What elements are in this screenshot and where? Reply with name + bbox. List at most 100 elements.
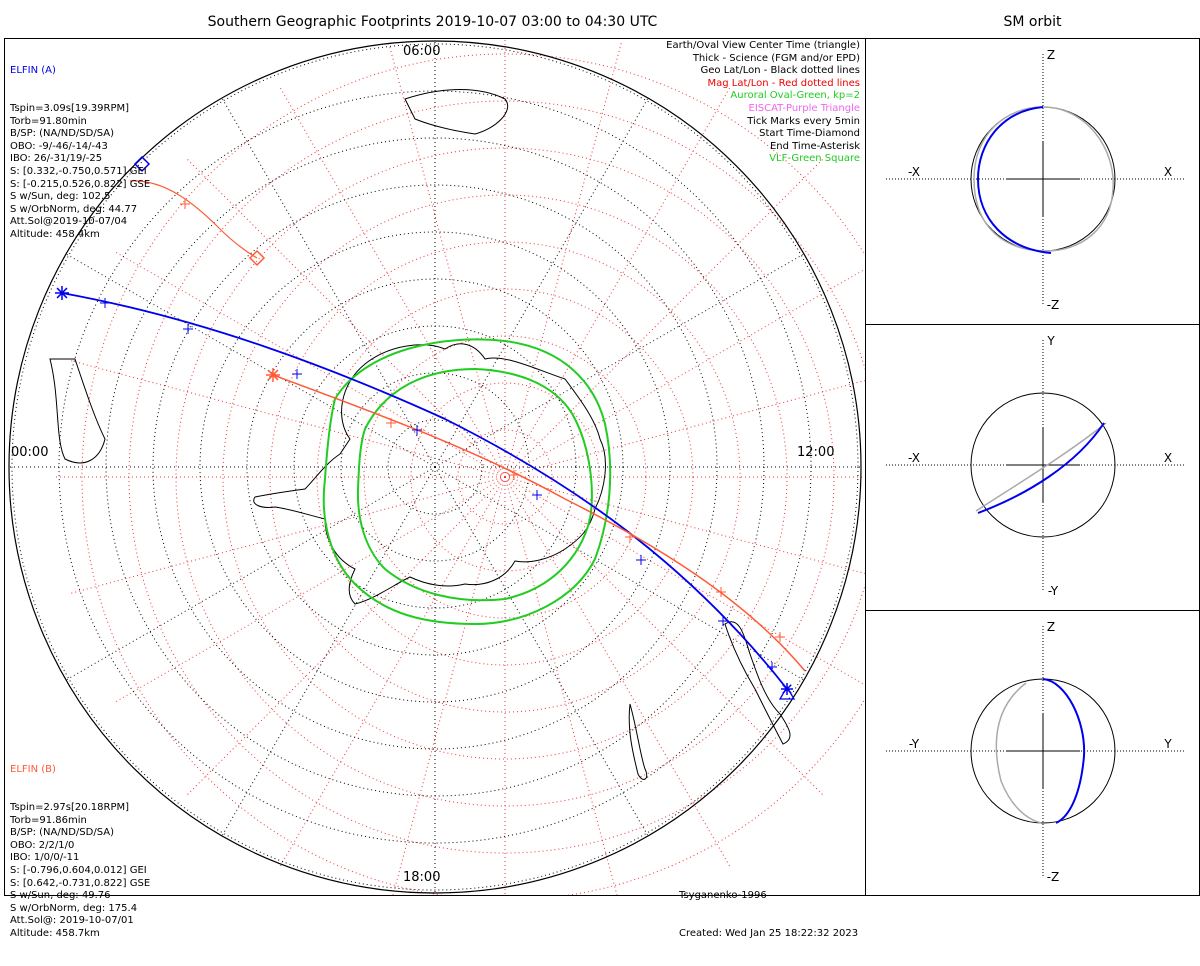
elfin_b-line: Torb=91.86min xyxy=(10,814,87,826)
elfin_b-line: Att.Sol@: 2019-10-07/01 xyxy=(10,915,134,927)
geo-lon-line xyxy=(434,252,806,468)
mag-lon-line xyxy=(504,476,618,895)
elfin_a-line: Att.Sol@2019-10-07/04 xyxy=(10,216,128,228)
elfin_b-line: S w/OrbNorm, deg: 175.4 xyxy=(10,902,138,914)
orbit-plot-yz: Z -Z -Y Y xyxy=(886,620,1186,884)
axis-label-right: Y xyxy=(1163,737,1172,751)
elfin_b-line: Tspin=2.97s[20.18RPM] xyxy=(10,801,130,813)
elfin_a-line: S: [-0.215,0.526,0.822] GSE xyxy=(10,178,151,190)
map-legend: Earth/Oval View Center Time (triangle) Th… xyxy=(666,40,860,166)
antarctica-coast xyxy=(253,343,606,605)
mag-lon-line xyxy=(70,360,506,478)
mag-lat-circle xyxy=(457,429,553,525)
mag-lon-line xyxy=(504,42,622,478)
elfin_a-line: S w/Sun, deg: 102.5 xyxy=(10,191,111,203)
australia-coast xyxy=(404,89,508,135)
mag-lon-line xyxy=(504,380,865,478)
mag-lat-circle xyxy=(222,194,788,760)
auroral-oval xyxy=(322,338,612,626)
mag-lon-line xyxy=(186,476,506,796)
elfin_b-line: OBO: 2/2/1/0 xyxy=(10,839,75,851)
elfin-a-info: ELFIN (A) Tspin=3.09s[19.39RPM] Torb=91.8… xyxy=(10,40,150,267)
orbit-trace-a xyxy=(976,106,1052,254)
hour-label-right: 12:00 xyxy=(797,445,835,460)
legend-item: Auroral Oval-Green, kp=2 xyxy=(730,90,860,102)
orbit-trace-a xyxy=(1042,678,1086,824)
elfin_b-line: S: [0.642,-0.731,0.822] GSE xyxy=(10,877,151,889)
elfin_b-line: S w/Sun, deg: 49.76 xyxy=(10,890,111,902)
axis-label-left: -X xyxy=(908,165,920,179)
elfin_a-line: Torb=91.80min xyxy=(10,115,87,127)
mag-lon-line xyxy=(186,158,506,478)
mag-grid xyxy=(55,39,865,895)
elfin-b-end-asterisk xyxy=(267,369,279,381)
geo-lon-line xyxy=(434,466,806,682)
mag-lon-line xyxy=(504,476,865,574)
legend-item: Tick Marks every 5min xyxy=(747,115,860,127)
geo-lat-circle xyxy=(387,419,483,515)
legend-item: Geo Lat/Lon - Black dotted lines xyxy=(700,65,860,77)
mag-lon-line xyxy=(115,476,506,703)
hour-label-top: 06:00 xyxy=(403,44,441,59)
mag-lat-circle xyxy=(269,241,741,713)
legend-item: End Time-Asterisk xyxy=(769,140,860,152)
axis-label-bottom: -Z xyxy=(1047,870,1060,884)
elfin_a-line: S: [0.332,-0.750,0.571] GEI xyxy=(10,165,147,177)
elfin_a-line: Tspin=3.09s[19.39RPM] xyxy=(10,102,130,114)
geo-lon-line xyxy=(220,96,436,468)
legend-item: EISCAT-Purple Triangle xyxy=(748,102,861,114)
auroral-oval-inner xyxy=(356,367,593,602)
geo-lon-line xyxy=(434,96,650,468)
south-america-coast xyxy=(724,621,791,745)
axis-label-left: -Y xyxy=(909,737,920,751)
elfin_a-line: IBO: 26/-31/19/-25 xyxy=(10,153,103,165)
mag-lon-line xyxy=(504,476,865,686)
axis-label-left: -X xyxy=(908,451,920,465)
south-africa-coast xyxy=(49,358,106,464)
elfin-a-name: ELFIN (A) xyxy=(10,65,56,77)
axis-label-top: Z xyxy=(1047,48,1055,62)
orbit-trace-b xyxy=(973,106,1114,252)
mag-lon-line xyxy=(504,476,824,796)
elfin-b-info: ELFIN (B) Tspin=2.97s[20.18RPM] Torb=91.8… xyxy=(10,739,150,966)
elfin_a-line: S w/OrbNorm, deg: 44.77 xyxy=(10,203,138,215)
geo-grid xyxy=(7,39,863,895)
orbit-panel-xz: Z -Z -X X xyxy=(865,38,1200,325)
axis-label-right: X xyxy=(1164,165,1172,179)
axis-label-right: X xyxy=(1164,451,1172,465)
geo-lat-circle xyxy=(11,43,859,891)
plot-title: Southern Geographic Footprints 2019-10-0… xyxy=(207,14,658,30)
orbit-panel-yz: Z -Z -Y Y xyxy=(865,610,1200,896)
legend-item: Mag Lat/Lon - Red dotted lines xyxy=(707,77,860,89)
mag-lon-line xyxy=(392,476,506,895)
footer-info: Tsyganenko-1996 Created: Wed Jan 25 18:2… xyxy=(679,865,858,966)
mag-lon-line xyxy=(279,87,506,478)
new-zealand-coast xyxy=(628,703,648,780)
geo-lon-line xyxy=(64,252,436,468)
orbit-trace-b xyxy=(995,682,1042,824)
mag-lon-line xyxy=(388,42,506,478)
elfin-a-start-diamond xyxy=(133,155,151,173)
orbit-trace-b xyxy=(975,422,1107,512)
elfin_a-line: B/SP: (NA/ND/SD/SA) xyxy=(10,128,114,140)
mag-lat-circle xyxy=(410,382,600,572)
legend-item: VLF-Green Square xyxy=(769,153,860,165)
geo-lat-circle xyxy=(199,231,671,703)
axis-label-bottom: -Y xyxy=(1048,584,1059,598)
coastlines xyxy=(49,89,791,780)
mag-lat-circle xyxy=(81,53,865,895)
geo-lat-circle xyxy=(152,184,718,750)
view-center-triangle xyxy=(778,685,796,700)
elfin_b-line: S: [-0.796,0.604,0.012] GEI xyxy=(10,864,147,876)
legend-item: Thick - Science (FGM and/or EPD) xyxy=(692,52,860,64)
orbit-plot-xy: Y -Y -X X xyxy=(886,334,1186,598)
mag-lon-line xyxy=(504,87,731,478)
elfin-a-end-asterisk xyxy=(56,287,68,299)
auroral-oval-outer xyxy=(322,338,612,626)
footprint-tracks xyxy=(55,155,806,700)
orbit-plot-xz: Z -Z -X X xyxy=(886,48,1186,312)
geo-lat-circle xyxy=(340,372,530,562)
map-panel: ELFIN (A) Tspin=3.09s[19.39RPM] Torb=91.8… xyxy=(4,38,866,939)
elfin_a-line: OBO: -9/-46/-14/-43 xyxy=(10,140,108,152)
mag-lon-line xyxy=(504,268,865,478)
